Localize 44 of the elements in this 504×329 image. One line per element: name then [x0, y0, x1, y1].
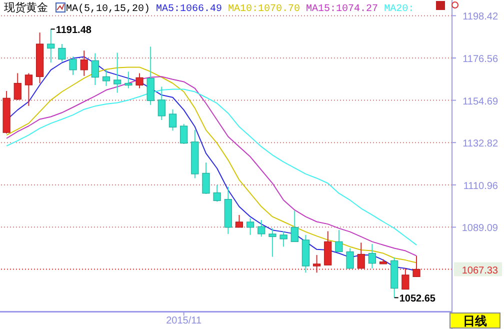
- candlestick: [102, 69, 110, 86]
- text: MA5:1066.49: [156, 4, 222, 15]
- candlestick: [202, 162, 210, 194]
- candlestick: [14, 72, 22, 101]
- candlestick: [146, 46, 154, 106]
- candlestick: [168, 108, 177, 132]
- y-tick-label: 1176.56: [462, 54, 498, 65]
- candlestick: [235, 214, 244, 228]
- candlestick: [158, 86, 166, 121]
- text: MA10:1070.70: [228, 4, 300, 15]
- chart-title: 现货黄金: [4, 1, 48, 14]
- candlestick: [324, 230, 332, 266]
- candlestick: [58, 43, 66, 62]
- text: MA20:: [384, 4, 414, 15]
- candlestick: [368, 243, 376, 269]
- text: MA15:1074.27: [306, 4, 378, 15]
- candlestick: [346, 248, 354, 269]
- y-tick-label: 1110.96: [463, 180, 498, 192]
- annotation: 1191.48: [56, 25, 92, 36]
- candlestick: [258, 220, 266, 238]
- legend-title: MA(5,10,15,20): [66, 3, 150, 15]
- candlestick: [335, 230, 343, 252]
- candlestick: [180, 123, 188, 144]
- y-tick-label: 1154.69: [462, 96, 498, 108]
- y-tick-label: 1132.82: [462, 138, 498, 150]
- candlestick: [124, 71, 132, 89]
- candlestick: [114, 52, 122, 94]
- annotation: 1052.65: [399, 294, 436, 305]
- candlestick: [136, 72, 144, 89]
- ref-line-label: 1067.33: [462, 265, 498, 276]
- candlestick: [91, 52, 99, 86]
- candlestick: [80, 50, 88, 76]
- candlestick: [47, 28, 55, 64]
- candlestick: [69, 56, 77, 76]
- y-tick-label: 1089.09: [462, 223, 498, 234]
- candlestick: [290, 210, 298, 242]
- text: 日线: [463, 314, 487, 328]
- y-tick-label: 1198.42: [462, 12, 498, 23]
- candlestick: [268, 228, 276, 258]
- candlestick: [24, 72, 32, 106]
- candlestick: [213, 184, 221, 202]
- candlestick: [246, 218, 254, 236]
- x-tick-label: 2015/11: [166, 316, 202, 327]
- candlestick: [280, 231, 288, 248]
